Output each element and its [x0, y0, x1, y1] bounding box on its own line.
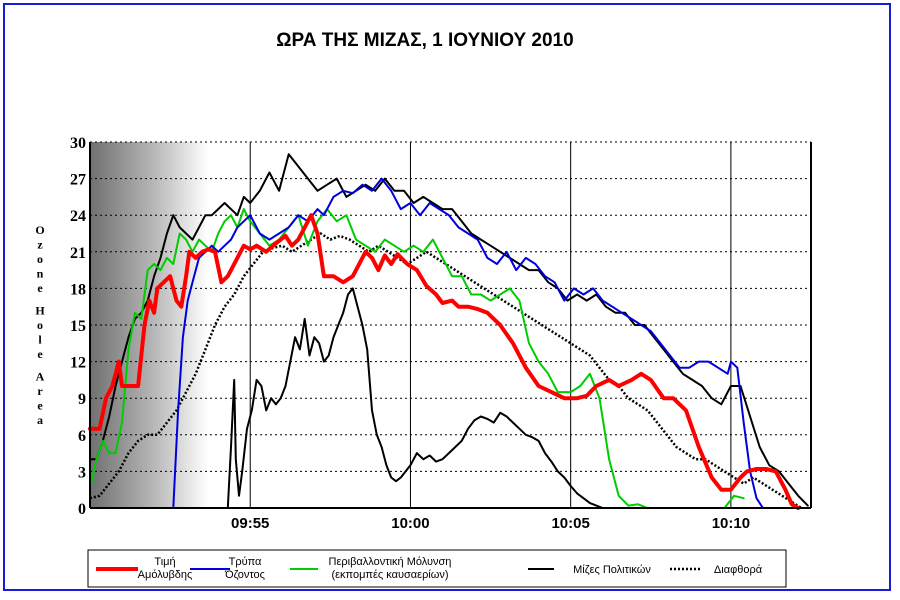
x-tick-label: 10:05 — [551, 515, 589, 532]
y-tick-label: 0 — [78, 501, 86, 518]
shaded-region — [90, 142, 208, 508]
x-tick-label: 10:10 — [712, 515, 750, 532]
legend-label: Περιβαλλοντική Μόλυνση — [329, 556, 452, 568]
legend-label: (εκπομπές καυσαερίων) — [331, 569, 448, 581]
legend-label: Τιμή — [154, 556, 175, 568]
y-tick-label: 12 — [70, 355, 86, 372]
y-axis-label-letter: o — [37, 318, 43, 332]
y-axis-label-letter: a — [37, 413, 43, 427]
legend-label: Διαφθορά — [714, 564, 763, 576]
y-axis-label-letter: r — [37, 384, 43, 398]
y-axis-label-letter: A — [36, 370, 45, 384]
y-tick-label: 27 — [70, 172, 86, 189]
series-line — [88, 213, 801, 510]
y-tick-label: 3 — [78, 464, 86, 481]
y-axis-label-letter: n — [37, 267, 44, 281]
chart-title: ΩΡΑ ΤΗΣ ΜΙΖΑΣ, 1 ΙΟΥΝΙΟΥ 2010 — [276, 30, 573, 51]
y-tick-label: 30 — [70, 135, 86, 152]
series-group — [88, 153, 809, 510]
series-line — [89, 153, 809, 507]
tick-labels: 0 3 6 9 12 15 18 21 24 27 30 09:55 10:00 10:05 10:10 — [70, 135, 750, 532]
y-tick-label: 24 — [70, 208, 86, 225]
y-axis-label-letter: H — [35, 304, 45, 318]
y-axis-label-letter: e — [37, 399, 43, 413]
series-line — [226, 287, 604, 509]
y-axis-label-letter: e — [37, 347, 43, 361]
legend-label: Μίζες Πολιτικών — [573, 564, 651, 576]
y-axis-label-letter: e — [37, 281, 43, 295]
legend-label: Όζοντος — [224, 569, 265, 581]
grid — [90, 141, 811, 508]
y-tick-label: 18 — [70, 281, 86, 298]
y-axis-label-letter: o — [37, 252, 43, 266]
y-tick-label: 6 — [78, 428, 86, 445]
y-axis-label-letter: z — [37, 238, 43, 252]
series-line — [89, 208, 745, 509]
y-axis-label-letter: O — [35, 223, 44, 237]
legend-label: Τρύπα — [229, 556, 262, 568]
y-tick-label: 15 — [70, 318, 86, 335]
legend-label: Αμόλυβδης — [138, 569, 193, 581]
x-tick-label: 09:55 — [231, 515, 269, 532]
y-tick-label: 21 — [70, 245, 86, 262]
y-axis-label-letter: l — [38, 333, 42, 347]
x-tick-label: 10:00 — [391, 515, 429, 532]
series-line — [89, 232, 803, 510]
series-line — [172, 177, 764, 509]
y-tick-label: 9 — [78, 391, 86, 408]
chart-frame — [3, 3, 891, 591]
